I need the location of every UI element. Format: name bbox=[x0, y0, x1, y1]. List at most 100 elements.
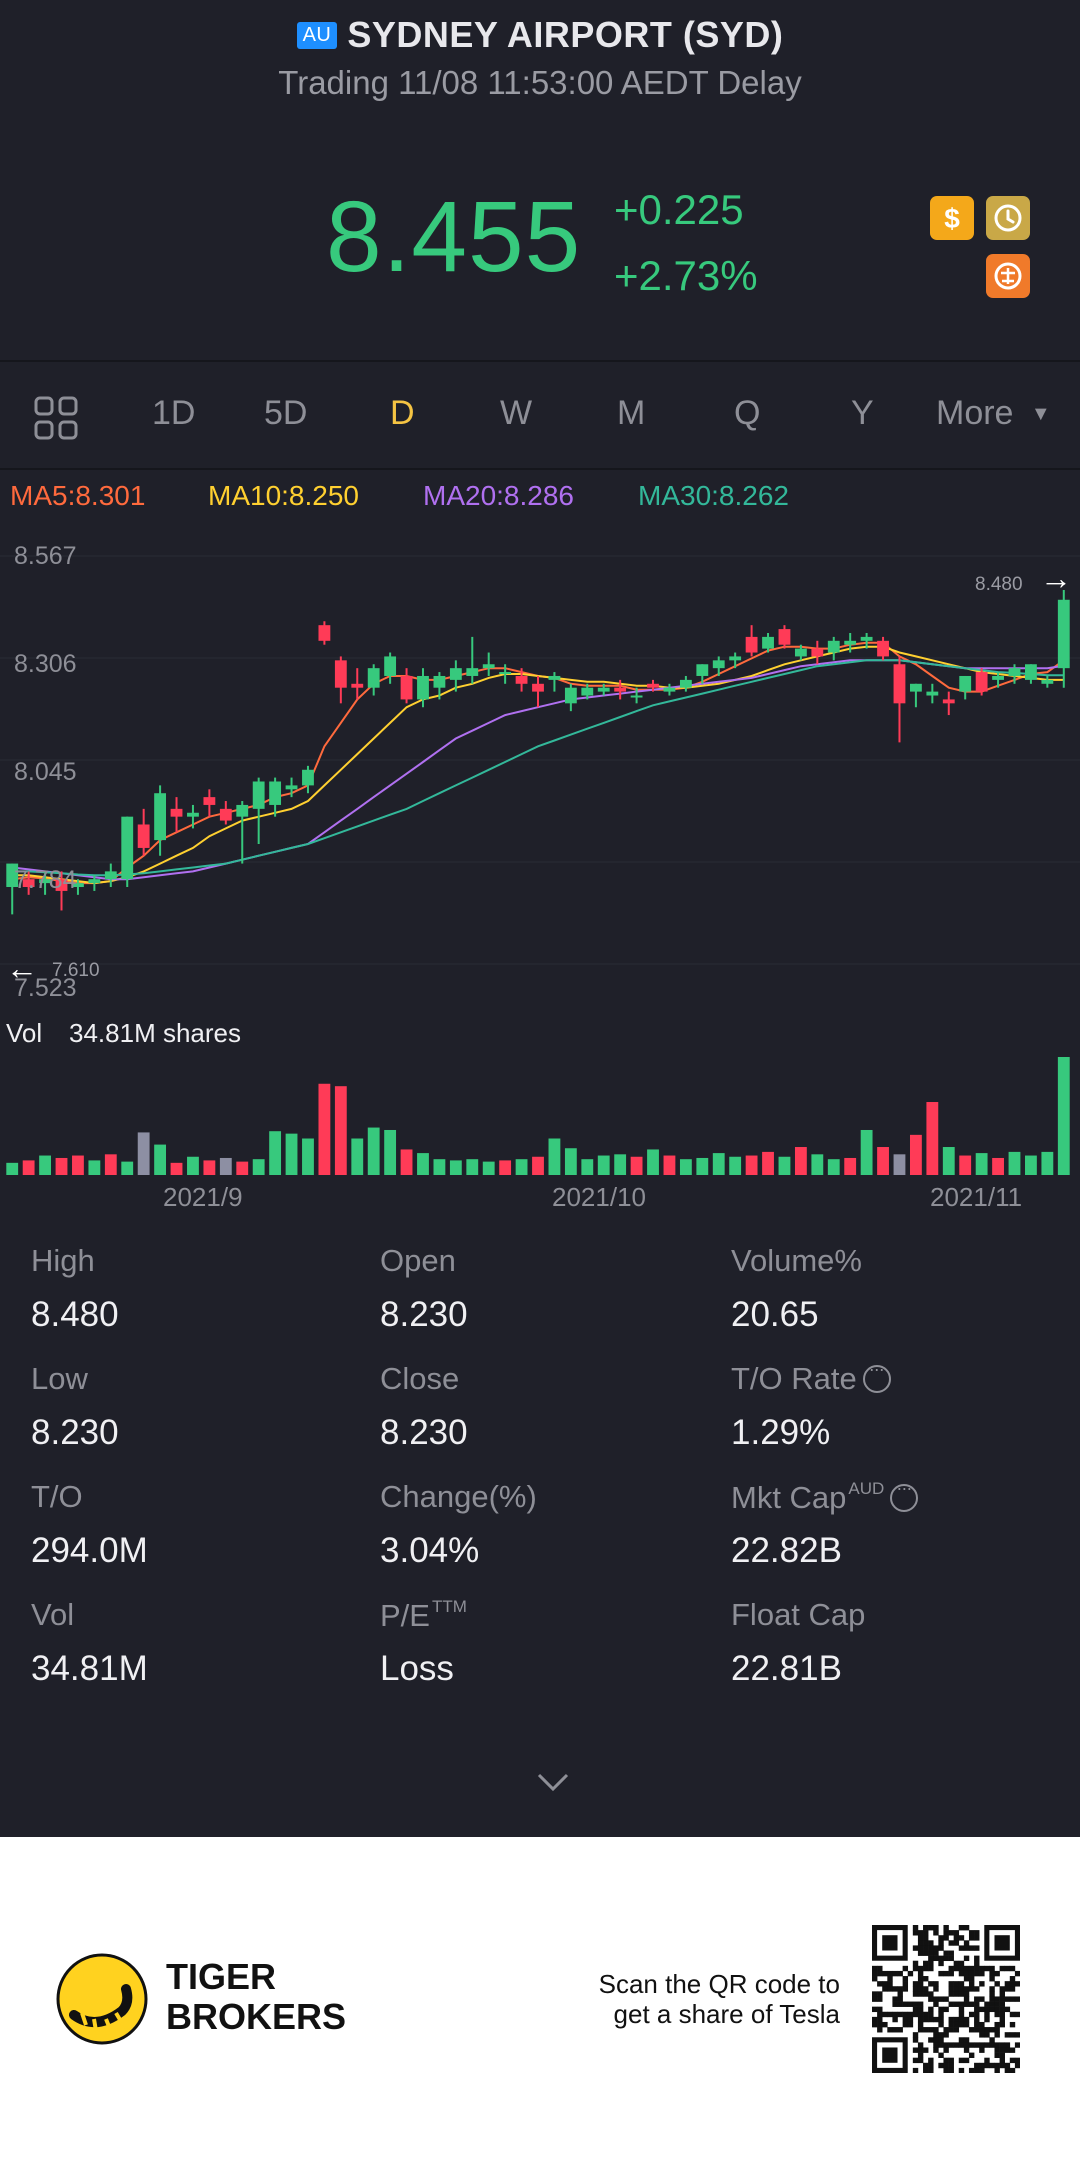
qr-module bbox=[943, 1930, 949, 1936]
qr-module bbox=[958, 2011, 965, 2018]
qr-module bbox=[872, 2016, 878, 2023]
qr-module bbox=[974, 1986, 980, 1992]
qr-module bbox=[892, 2016, 898, 2023]
qr-module bbox=[877, 1991, 883, 1997]
candle-body bbox=[515, 675, 528, 684]
qr-module bbox=[953, 1965, 960, 1972]
qr-module bbox=[994, 2001, 1000, 2007]
candlestick-chart[interactable] bbox=[0, 530, 1080, 990]
candle-body bbox=[794, 648, 807, 657]
qr-module bbox=[938, 2032, 944, 2038]
volume-bar bbox=[302, 1138, 314, 1175]
qr-module bbox=[912, 1986, 919, 1992]
tab-w[interactable]: W bbox=[500, 394, 533, 432]
qr-module bbox=[989, 1991, 995, 1997]
qr-module bbox=[953, 1986, 960, 1992]
qr-module bbox=[999, 2062, 1005, 2069]
stat-label-open: Open bbox=[380, 1243, 456, 1278]
promo-line-2: get a share of Tesla bbox=[613, 1999, 840, 2029]
qr-module bbox=[928, 2027, 934, 2033]
tab-m[interactable]: M bbox=[617, 394, 646, 432]
qr-module bbox=[877, 2027, 883, 2033]
tab-d[interactable]: D bbox=[390, 394, 415, 432]
qr-module bbox=[958, 1981, 965, 1987]
volume-bar bbox=[1025, 1155, 1037, 1175]
candle-body bbox=[449, 668, 462, 680]
short-icon[interactable] bbox=[986, 254, 1030, 298]
qr-module bbox=[928, 2037, 934, 2043]
qr-module bbox=[902, 2001, 909, 2007]
qr-module bbox=[979, 1965, 985, 1972]
qr-module bbox=[923, 1960, 929, 1967]
qr-module bbox=[963, 1976, 970, 1982]
stat-value-volume-pct: 20.65 bbox=[731, 1295, 819, 1334]
qr-module bbox=[933, 1996, 939, 2002]
qr-module bbox=[923, 1991, 929, 1997]
qr-module bbox=[968, 2067, 975, 2073]
candle-body bbox=[877, 640, 889, 657]
volume-bar bbox=[614, 1154, 627, 1175]
volume-bar bbox=[1057, 1057, 1070, 1175]
tab-more[interactable]: More ▼ bbox=[936, 394, 1051, 433]
qr-module bbox=[902, 1981, 909, 1987]
stat-label-vol: Vol bbox=[31, 1597, 75, 1632]
qr-module bbox=[1009, 2047, 1016, 2053]
tab-5d[interactable]: 5D bbox=[264, 394, 308, 432]
qr-module bbox=[872, 1970, 878, 1977]
candle-body bbox=[22, 879, 35, 888]
dollar-icon[interactable]: $ bbox=[930, 196, 974, 240]
qr-module bbox=[923, 2047, 929, 2053]
candle-body bbox=[104, 871, 117, 880]
volume-bar bbox=[236, 1161, 249, 1175]
grid-icon[interactable] bbox=[34, 396, 78, 445]
qr-module bbox=[923, 1950, 929, 1956]
volume-chart[interactable] bbox=[0, 1055, 1080, 1177]
qr-module bbox=[1004, 1965, 1011, 1972]
qr-module bbox=[923, 2062, 929, 2069]
volume-bar bbox=[778, 1156, 791, 1175]
qr-module bbox=[948, 2062, 954, 2069]
qr-module bbox=[938, 2021, 944, 2028]
qr-module bbox=[994, 2062, 1000, 2069]
qr-module bbox=[938, 1996, 944, 2002]
qr-module bbox=[928, 2067, 934, 2073]
more-info-icon[interactable] bbox=[862, 1359, 891, 1393]
qr-module bbox=[917, 2042, 924, 2048]
stat-label-mkt-cap-text: Mkt Cap bbox=[731, 1480, 847, 1515]
candle-body bbox=[860, 636, 873, 641]
ma30-legend: MA30:8.262 bbox=[638, 480, 789, 511]
candle-body bbox=[55, 879, 68, 891]
main-screen bbox=[0, 0, 1080, 1837]
x-tick-label: 2021/11 bbox=[930, 1182, 1023, 1212]
qr-module bbox=[1009, 1986, 1016, 1992]
qr-module bbox=[917, 1935, 924, 1941]
tab-q[interactable]: Q bbox=[734, 394, 761, 432]
arrow-right-icon: → bbox=[1040, 560, 1072, 596]
candle-body bbox=[844, 640, 857, 645]
qr-module bbox=[1014, 2042, 1020, 2048]
qr-module bbox=[892, 1986, 898, 1992]
tab-y[interactable]: Y bbox=[851, 394, 874, 432]
more-info-icon[interactable] bbox=[890, 1478, 919, 1512]
qr-module bbox=[963, 2047, 970, 2053]
qr-module bbox=[989, 1996, 995, 2002]
qr-module bbox=[999, 2052, 1005, 2058]
volume-bar bbox=[893, 1154, 906, 1175]
qr-module bbox=[994, 2011, 1000, 2018]
volume-bar bbox=[926, 1102, 939, 1175]
candle-body bbox=[614, 687, 627, 692]
qr-module bbox=[902, 1976, 909, 1982]
expand-chevron-icon[interactable] bbox=[536, 1772, 570, 1797]
qr-module bbox=[979, 2062, 985, 2069]
volume-bar bbox=[187, 1156, 199, 1175]
qr-module bbox=[958, 2037, 965, 2043]
volume-bar bbox=[121, 1161, 134, 1175]
divider bbox=[0, 468, 1080, 470]
brand-name: TIGER BROKERS bbox=[166, 1957, 346, 2037]
stat-label-to-rate: T/O Rate bbox=[731, 1359, 891, 1397]
tab-1d[interactable]: 1D bbox=[152, 394, 196, 432]
qr-module bbox=[938, 2042, 944, 2048]
qr-module bbox=[953, 1981, 960, 1987]
history-icon[interactable] bbox=[986, 196, 1030, 240]
qr-module bbox=[938, 2037, 944, 2043]
